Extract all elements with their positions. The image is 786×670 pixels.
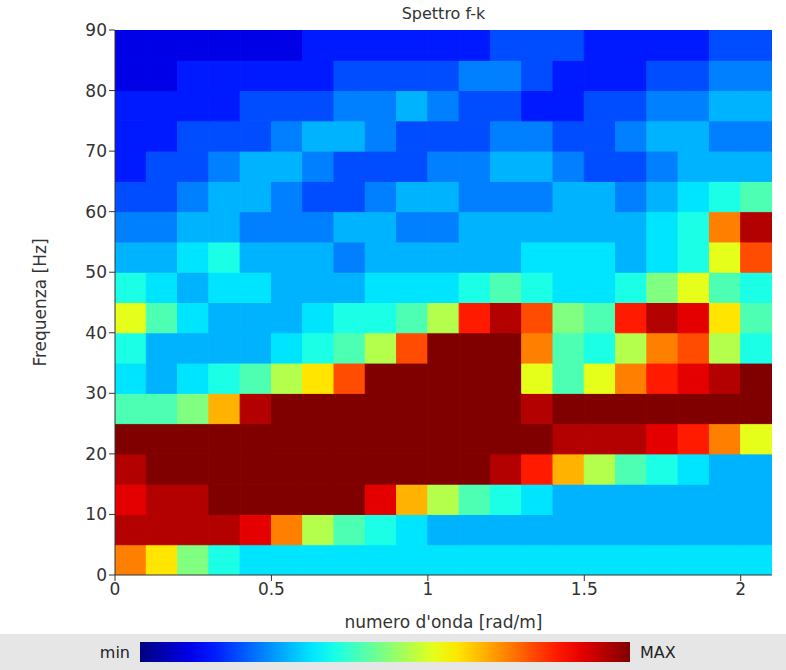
svg-text:30: 30 xyxy=(85,383,107,403)
svg-text:min: min xyxy=(100,643,130,662)
svg-text:40: 40 xyxy=(85,323,107,343)
svg-text:1: 1 xyxy=(422,579,433,599)
svg-text:0.5: 0.5 xyxy=(258,579,285,599)
svg-text:80: 80 xyxy=(85,81,107,101)
svg-text:numero d'onda [rad/m]: numero d'onda [rad/m] xyxy=(345,612,543,632)
html-text:Spettro f-k: Spettro f-k xyxy=(401,4,486,23)
svg-text:50: 50 xyxy=(85,262,107,282)
svg-text:MAX: MAX xyxy=(640,643,676,662)
svg-text:60: 60 xyxy=(85,202,107,222)
svg-text:0: 0 xyxy=(110,579,121,599)
svg-text:20: 20 xyxy=(85,444,107,464)
svg-text:70: 70 xyxy=(85,141,107,161)
svg-text:Frequenza [Hz]: Frequenza [Hz] xyxy=(30,238,50,366)
svg-text:2: 2 xyxy=(735,579,746,599)
svg-text:90: 90 xyxy=(85,20,107,40)
svg-text:1.5: 1.5 xyxy=(571,579,598,599)
svg-text:10: 10 xyxy=(85,504,107,524)
svg-text:0: 0 xyxy=(96,565,107,585)
